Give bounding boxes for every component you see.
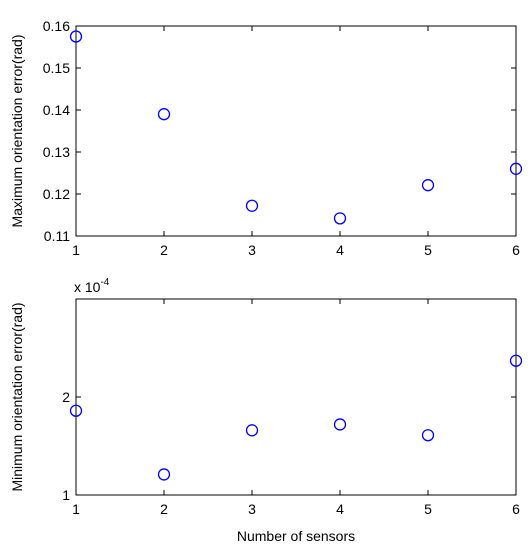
bottom-x-tick-label: 6 [512,501,520,517]
top-data-point [157,108,171,121]
bottom-data-point [245,424,259,437]
top-x-tick-label: 3 [248,242,256,258]
bottom-plot-markers [69,354,523,481]
bottom-data-point [333,418,347,431]
bottom-plot: 1 2 3 4 5 612 Minimum orientation error(rad) … [9,277,523,544]
top-y-tick-label: 0.15 [43,60,70,76]
top-plot-axes [75,25,517,237]
bottom-y-tick-label: 2 [62,389,70,405]
bottom-data-point [69,404,83,417]
bottom-plot-y-axis-title: Minimum orientation error(rad) [9,302,25,491]
bottom-data-point [421,429,435,442]
top-data-point [333,212,347,225]
bottom-plot-axes [75,298,517,496]
top-y-tick-label: 0.14 [43,102,70,118]
top-plot: 1 2 3 4 5 6 0.11 0.12 0.13 0.14 0.15 0.16 Maximum o… [9,18,523,258]
bottom-y-tick-label: 1 [62,487,70,503]
top-x-tick-label: 1 [72,242,80,258]
top-x-tick-label: 4 [336,242,344,258]
bottom-x-tick-label: 4 [336,501,344,517]
bottom-x-tick-label: 2 [160,501,168,517]
bottom-x-tick-label: 3 [248,501,256,517]
top-y-tick-label: 0.12 [43,186,70,202]
top-data-point [509,162,523,175]
bottom-plot-x-axis-title: Number of sensors [237,528,355,544]
bottom-x-tick-label: 5 [424,501,432,517]
top-x-tick-label: 5 [424,242,432,258]
top-data-point [69,30,83,43]
top-plot-ticks: 1 2 3 4 5 6 0.11 0.12 0.13 0.14 0.15 0.16 [43,18,520,258]
bottom-data-point [509,354,523,367]
top-data-point [421,179,435,192]
y-exponent-base: x 10 [74,279,101,295]
top-x-tick-label: 2 [160,242,168,258]
y-exponent-power: -4 [100,277,109,288]
bottom-plot-ticks: 1 2 3 4 5 6 1 2 [62,299,520,517]
bottom-plot-y-exponent: x 10-4 [74,277,110,295]
top-plot-markers [69,30,523,225]
bottom-x-tick-label: 1 [72,501,80,517]
top-y-tick-label: 0.16 [43,18,70,34]
top-plot-y-axis-title: Maximum orientation error(rad) [9,35,25,228]
top-y-tick-label: 0.11 [44,228,70,244]
top-y-tick-label: 0.13 [43,144,70,160]
bottom-data-point [157,468,171,481]
top-data-point [245,199,259,212]
top-x-tick-label: 6 [512,242,520,258]
